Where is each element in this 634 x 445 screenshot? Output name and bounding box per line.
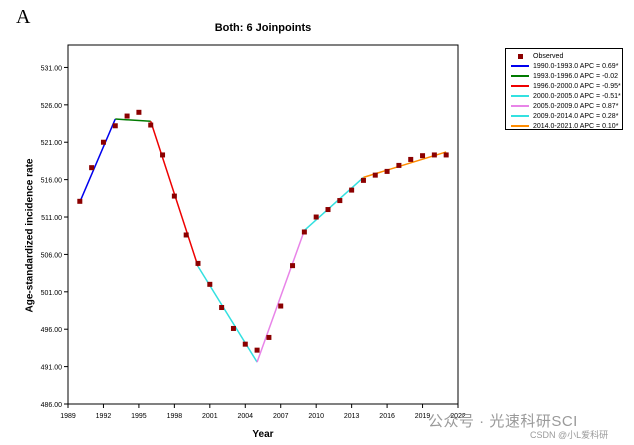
observed-point bbox=[396, 162, 402, 168]
legend-item-segment: 2000.0-2005.0 APC = -0.51* bbox=[509, 91, 621, 101]
x-axis-label: Year bbox=[252, 429, 274, 440]
x-tick-label: 1995 bbox=[131, 413, 147, 420]
observed-marker-icon bbox=[509, 51, 533, 61]
x-tick-label: 2004 bbox=[237, 413, 253, 420]
y-tick-label: 531.00 bbox=[41, 65, 63, 72]
x-tick-label: 2001 bbox=[202, 413, 218, 420]
observed-point bbox=[420, 153, 426, 159]
plot-frame bbox=[67, 44, 459, 405]
segment-line-icon bbox=[509, 101, 533, 111]
x-tick-label: 2010 bbox=[308, 413, 324, 420]
observed-point bbox=[349, 187, 355, 193]
y-tick-label: 491.00 bbox=[41, 365, 63, 372]
observed-point bbox=[148, 122, 154, 128]
segment-line-icon bbox=[509, 81, 533, 91]
observed-point bbox=[171, 193, 177, 199]
x-tick-label: 2022 bbox=[450, 413, 466, 420]
observed-point bbox=[313, 214, 319, 220]
observed-point bbox=[136, 109, 142, 115]
x-tick-label: 2019 bbox=[415, 413, 431, 420]
observed-point bbox=[325, 207, 331, 213]
observed-point bbox=[360, 177, 366, 183]
segment-line-icon bbox=[509, 111, 533, 121]
observed-point bbox=[230, 325, 236, 331]
legend-label: Observed bbox=[533, 52, 564, 60]
legend: Observed 1990.0-1993.0 APC = 0.69* 1993.0… bbox=[505, 48, 623, 130]
segment-line-icon bbox=[509, 61, 533, 71]
credit-text: CSDN @小L爱科研 bbox=[530, 430, 609, 440]
legend-label: 2005.0-2009.0 APC = 0.87* bbox=[533, 102, 619, 110]
observed-point bbox=[77, 198, 83, 204]
observed-point bbox=[431, 152, 437, 158]
segment-line-icon bbox=[509, 121, 533, 131]
legend-item-segment: 1996.0-2000.0 APC = -0.95* bbox=[509, 81, 621, 91]
segment-line-icon bbox=[509, 91, 533, 101]
observed-point bbox=[290, 263, 296, 269]
x-tick-label: 1989 bbox=[60, 413, 76, 420]
y-tick-label: 501.00 bbox=[41, 290, 63, 297]
x-tick-label: 1992 bbox=[96, 413, 112, 420]
x-tick-label: 2013 bbox=[344, 413, 360, 420]
y-tick-label: 506.00 bbox=[41, 252, 63, 259]
observed-point bbox=[195, 260, 201, 266]
observed-point bbox=[337, 198, 343, 204]
legend-label: 2009.0-2014.0 APC = 0.28* bbox=[533, 112, 619, 120]
observed-point bbox=[266, 334, 272, 340]
observed-point bbox=[112, 123, 118, 129]
observed-point bbox=[207, 281, 213, 287]
observed-point bbox=[124, 113, 130, 119]
joinpoint-segment bbox=[79, 118, 116, 203]
observed-point bbox=[443, 152, 449, 158]
panel-letter: A bbox=[16, 6, 31, 28]
y-tick-label: 511.00 bbox=[41, 215, 62, 222]
observed-point bbox=[242, 341, 248, 347]
watermark: 公众号 · 光速科研SCI bbox=[428, 413, 578, 430]
observed-point bbox=[278, 303, 284, 309]
segment-line-icon bbox=[509, 71, 533, 81]
observed-point bbox=[384, 168, 390, 174]
legend-label: 1993.0-1996.0 APC = -0.02 bbox=[533, 72, 619, 80]
y-tick-label: 516.00 bbox=[41, 178, 63, 185]
y-tick-label: 526.00 bbox=[41, 103, 63, 110]
legend-item-segment: 2005.0-2009.0 APC = 0.87* bbox=[509, 101, 619, 111]
y-tick-label: 521.00 bbox=[41, 140, 63, 147]
x-tick-label: 2016 bbox=[379, 413, 395, 420]
observed-point bbox=[183, 232, 189, 238]
legend-item-segment: 1993.0-1996.0 APC = -0.02 bbox=[509, 71, 619, 81]
observed-point bbox=[408, 156, 414, 162]
y-tick-label: 496.00 bbox=[41, 327, 63, 334]
x-tick-label: 1998 bbox=[167, 413, 183, 420]
joinpoint-segment bbox=[303, 176, 364, 232]
observed-point bbox=[372, 172, 378, 178]
legend-label: 1990.0-1993.0 APC = 0.69* bbox=[533, 62, 619, 70]
legend-item-segment: 2014.0-2021.0 APC = 0.10* bbox=[509, 121, 619, 131]
observed-point bbox=[160, 152, 166, 158]
y-tick-label: 486.00 bbox=[41, 402, 63, 409]
observed-point bbox=[301, 229, 307, 235]
observed-point bbox=[89, 165, 95, 171]
observed-point bbox=[100, 139, 106, 145]
legend-item-segment: 2009.0-2014.0 APC = 0.28* bbox=[509, 111, 619, 121]
joinpoint-segment bbox=[197, 265, 258, 363]
observed-point bbox=[254, 347, 260, 353]
x-tick-label: 2007 bbox=[273, 413, 289, 420]
joinpoint-segment bbox=[256, 230, 306, 363]
joinpoint-segment bbox=[115, 118, 151, 123]
legend-item-segment: 1990.0-1993.0 APC = 0.69* bbox=[509, 61, 619, 71]
legend-label: 1996.0-2000.0 APC = -0.95* bbox=[533, 82, 621, 90]
chart-title: Both: 6 Joinpoints bbox=[214, 22, 312, 34]
legend-label: 2000.0-2005.0 APC = -0.51* bbox=[533, 92, 621, 100]
legend-item-observed: Observed bbox=[509, 51, 619, 61]
observed-point bbox=[219, 305, 225, 311]
legend-label: 2014.0-2021.0 APC = 0.10* bbox=[533, 122, 619, 130]
